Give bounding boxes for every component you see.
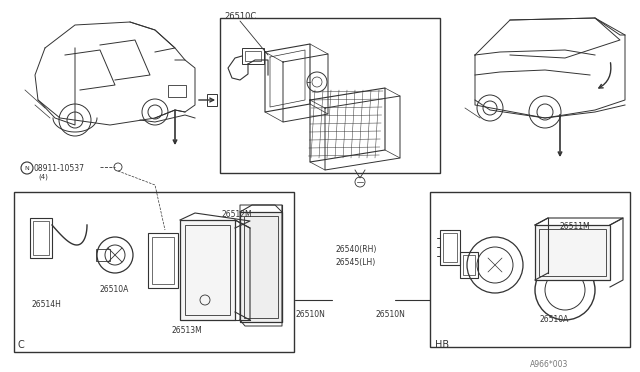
Text: 26514H: 26514H xyxy=(32,300,62,309)
Bar xyxy=(463,255,475,275)
Text: A966*003: A966*003 xyxy=(530,360,568,369)
Bar xyxy=(30,218,52,258)
Text: 26540(RH): 26540(RH) xyxy=(335,245,376,254)
Bar xyxy=(443,233,457,262)
Text: N: N xyxy=(24,166,29,170)
Text: 08911-10537: 08911-10537 xyxy=(33,164,84,173)
Text: 26510N: 26510N xyxy=(295,310,325,319)
Text: C: C xyxy=(18,340,25,350)
Bar xyxy=(152,237,174,284)
Bar xyxy=(185,225,230,315)
Bar xyxy=(96,249,110,261)
Bar xyxy=(240,212,282,322)
Text: 26510A: 26510A xyxy=(100,285,129,294)
Text: 26545(LH): 26545(LH) xyxy=(335,258,375,267)
Bar xyxy=(220,18,440,173)
Text: 26510A: 26510A xyxy=(540,315,570,324)
Bar xyxy=(535,225,610,280)
Bar xyxy=(14,192,294,352)
Bar xyxy=(148,233,178,288)
Bar xyxy=(460,252,478,278)
Bar xyxy=(33,221,49,255)
Bar xyxy=(207,94,217,106)
Text: HB: HB xyxy=(435,340,449,350)
Bar xyxy=(430,192,630,347)
Text: 26510N: 26510N xyxy=(375,310,405,319)
Bar xyxy=(168,85,186,97)
Text: 26510C: 26510C xyxy=(224,12,256,21)
Text: 26511M: 26511M xyxy=(560,222,591,231)
Bar xyxy=(440,230,460,265)
Text: (4): (4) xyxy=(38,173,48,180)
Bar xyxy=(539,229,606,276)
Bar xyxy=(180,220,235,320)
Bar xyxy=(245,51,261,61)
Text: 26513M: 26513M xyxy=(172,326,203,335)
Bar xyxy=(242,48,264,64)
Bar xyxy=(244,216,278,318)
Text: 26512M: 26512M xyxy=(222,210,253,219)
